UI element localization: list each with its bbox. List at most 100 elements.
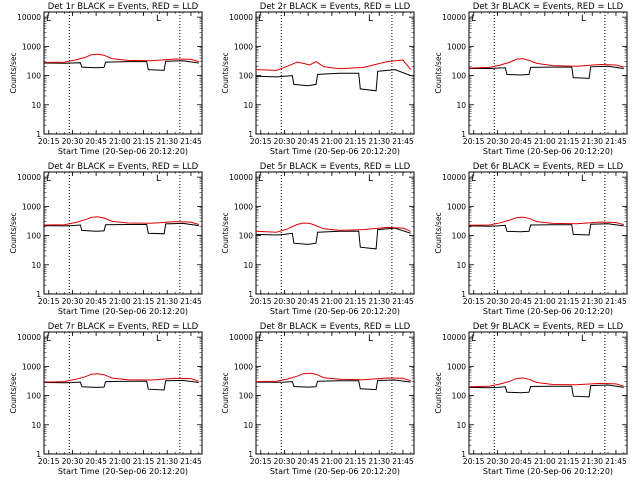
- y-tick-label: 1000: [22, 42, 41, 51]
- x-tick-label: 21:15: [133, 457, 155, 466]
- y-tick-label: 10000: [442, 13, 466, 22]
- corner-marker-left: L: [471, 174, 476, 184]
- x-tick-label: 20:45: [297, 457, 319, 466]
- series-lld-line: [43, 373, 199, 383]
- corner-marker-right: L: [156, 334, 161, 344]
- x-tick-label: 20:15: [463, 457, 485, 466]
- y-tick-label: 100: [239, 72, 254, 81]
- x-axis-label: Start Time (20-Sep-06 20:12:20): [58, 307, 188, 316]
- y-tick-label: 10000: [17, 333, 41, 342]
- x-tick-label: 21:45: [605, 297, 627, 306]
- y-axis-label: Counts/sec: [434, 212, 443, 253]
- panel-det-3: Det 3r BLACK = Events, RED = LLD 20:15 20:…: [434, 2, 628, 156]
- x-tick-label: 21:45: [180, 297, 202, 306]
- x-tick-label: 20:15: [250, 457, 272, 466]
- x-tick-label: 21:45: [605, 457, 627, 466]
- y-tick-label: 10: [456, 261, 466, 270]
- y-tick-label: 10: [31, 261, 41, 270]
- y-tick-label: 10000: [229, 173, 253, 182]
- panel-title: Det 9r BLACK = Events, RED = LLD: [473, 322, 624, 332]
- plot-frame: [43, 331, 203, 455]
- plot-frame: [468, 171, 628, 295]
- panel-title: Det 8r BLACK = Events, RED = LLD: [260, 322, 411, 332]
- x-tick-label: 20:15: [250, 297, 272, 306]
- x-tick-label: 21:00: [321, 457, 343, 466]
- x-tick-label: 21:30: [581, 297, 603, 306]
- x-tick-label: 20:30: [274, 457, 296, 466]
- x-tick-label: 21:15: [558, 297, 580, 306]
- series-events-line: [255, 227, 411, 250]
- x-tick-label: 21:15: [558, 457, 580, 466]
- x-tick-label: 21:45: [392, 137, 414, 146]
- y-tick-label: 10000: [442, 333, 466, 342]
- y-tick-label: 1000: [234, 362, 253, 371]
- x-tick-label: 20:30: [487, 457, 509, 466]
- corner-marker-right: L: [156, 174, 161, 184]
- y-tick-label: 10: [456, 421, 466, 430]
- x-tick-label: 21:45: [180, 457, 202, 466]
- corner-marker-left: L: [46, 14, 51, 24]
- y-tick-label: 10: [243, 101, 253, 110]
- y-tick-label: 1000: [234, 202, 253, 211]
- panel-title: Det 7r BLACK = Events, RED = LLD: [48, 322, 199, 332]
- panel-title: Det 2r BLACK = Events, RED = LLD: [260, 2, 411, 12]
- corner-marker-right: L: [368, 174, 373, 184]
- y-tick-label: 10000: [229, 13, 253, 22]
- y-tick-label: 100: [452, 72, 467, 81]
- x-tick-label: 20:45: [85, 457, 107, 466]
- y-tick-label: 1: [248, 450, 253, 459]
- series-events-line: [255, 379, 411, 391]
- x-tick-label: 20:45: [85, 137, 107, 146]
- y-tick-label: 100: [27, 232, 42, 241]
- series-events-line: [43, 60, 199, 71]
- x-axis-label: Start Time (20-Sep-06 20:12:20): [58, 147, 188, 156]
- series-lld-line: [43, 216, 199, 226]
- corner-marker-right: L: [368, 334, 373, 344]
- x-tick-label: 21:15: [558, 137, 580, 146]
- y-tick-label: 10: [243, 421, 253, 430]
- series-lld-line: [468, 58, 624, 69]
- plot-frame: [255, 11, 415, 135]
- corner-marker-right: L: [581, 334, 586, 344]
- y-tick-label: 1000: [22, 362, 41, 371]
- x-tick-label: 20:30: [274, 297, 296, 306]
- corner-marker-left: L: [46, 174, 51, 184]
- x-tick-label: 20:30: [274, 137, 296, 146]
- plot-frame: [255, 171, 415, 295]
- x-tick-label: 20:15: [463, 137, 485, 146]
- series-lld-line: [255, 222, 411, 233]
- x-tick-label: 21:00: [109, 137, 131, 146]
- x-tick-label: 20:45: [297, 297, 319, 306]
- x-tick-label: 20:15: [463, 297, 485, 306]
- panel-title: Det 3r BLACK = Events, RED = LLD: [473, 2, 624, 12]
- x-tick-label: 20:45: [510, 137, 532, 146]
- y-tick-label: 10: [243, 261, 253, 270]
- y-tick-label: 100: [452, 392, 467, 401]
- y-tick-label: 1000: [234, 42, 253, 51]
- x-tick-label: 21:00: [109, 297, 131, 306]
- x-tick-label: 20:15: [250, 137, 272, 146]
- x-axis-label: Start Time (20-Sep-06 20:12:20): [58, 467, 188, 476]
- x-tick-label: 20:45: [297, 137, 319, 146]
- series-lld-line: [468, 377, 624, 388]
- x-axis-label: Start Time (20-Sep-06 20:12:20): [270, 467, 400, 476]
- series-lld-line: [468, 216, 624, 226]
- y-tick-label: 1: [36, 290, 41, 299]
- corner-marker-left: L: [46, 334, 51, 344]
- x-tick-label: 21:15: [345, 297, 367, 306]
- x-tick-label: 21:30: [581, 137, 603, 146]
- x-tick-label: 21:15: [345, 457, 367, 466]
- y-tick-label: 1000: [447, 202, 466, 211]
- plot-frame: [43, 171, 203, 295]
- panel-title: Det 5r BLACK = Events, RED = LLD: [260, 162, 411, 172]
- series-events-line: [468, 223, 624, 236]
- y-tick-label: 10: [456, 101, 466, 110]
- y-tick-label: 100: [27, 72, 42, 81]
- y-tick-label: 10000: [442, 173, 466, 182]
- x-tick-label: 21:30: [368, 457, 390, 466]
- panel-title: Det 6r BLACK = Events, RED = LLD: [473, 162, 624, 172]
- corner-marker-left: L: [258, 334, 263, 344]
